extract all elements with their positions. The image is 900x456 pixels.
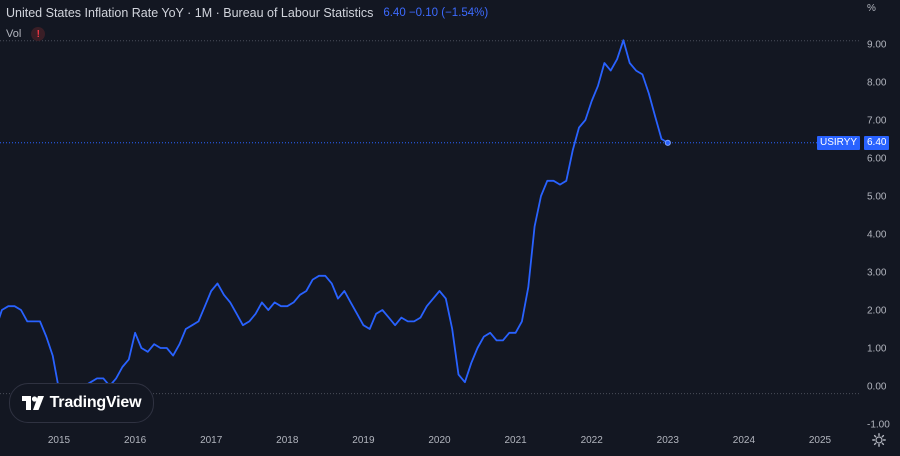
- legend-change-pct: (−1.54%): [441, 7, 489, 19]
- legend-title: United States Inflation Rate YoY · 1M · …: [6, 6, 374, 20]
- logo-text: TradingView: [49, 394, 142, 411]
- chart-legend: United States Inflation Rate YoY · 1M · …: [6, 4, 488, 43]
- time-tick-label: 2015: [48, 435, 71, 446]
- price-tick-label: 5.00: [867, 192, 887, 203]
- legend-vol-row[interactable]: Vol !: [6, 25, 488, 43]
- time-tick-label: 2019: [352, 435, 375, 446]
- time-tick-label: 2018: [276, 435, 299, 446]
- price-tick-label: 6.00: [867, 154, 887, 165]
- time-tick-label: 2017: [200, 435, 223, 446]
- symbol-price-label: USIRYY: [817, 136, 861, 150]
- last-point-marker: [664, 139, 671, 146]
- time-tick-label: 2021: [504, 435, 527, 446]
- price-tick-label: 0.00: [867, 382, 887, 393]
- price-axis-unit: %: [867, 3, 876, 14]
- grid-layer: [0, 40, 860, 395]
- legend-last-value: 6.40 −0.10 (−1.54%): [383, 7, 488, 19]
- series-line-usiryy: [0, 39, 669, 395]
- vol-label: Vol: [6, 28, 22, 40]
- price-tick-label: 7.00: [867, 116, 887, 127]
- legend-main-row[interactable]: United States Inflation Rate YoY · 1M · …: [6, 4, 488, 22]
- current-price-label: 6.40: [864, 136, 890, 150]
- gear-icon[interactable]: [872, 433, 886, 447]
- time-tick-label: 2024: [733, 435, 756, 446]
- price-tick-label: 9.00: [867, 40, 887, 51]
- time-tick-label: 2020: [428, 435, 451, 446]
- price-axis[interactable]: % 9.00 8.00 7.00 6.00 5.00 4.00 3.00 2.00 1.00 0.0…: [867, 3, 890, 431]
- legend-change: −0.10: [408, 7, 439, 19]
- price-tick-label: 8.00: [867, 78, 887, 89]
- price-tick-label: 4.00: [867, 230, 887, 241]
- alert-icon[interactable]: !: [31, 27, 46, 41]
- time-tick-label: 2023: [657, 435, 680, 446]
- line-layer: [0, 39, 671, 395]
- price-tick-label: -1.00: [867, 420, 890, 431]
- tradingview-logo[interactable]: TradingView: [9, 383, 154, 423]
- tradingview-logo-icon: [21, 396, 44, 410]
- legend-value: 6.40: [383, 7, 406, 19]
- time-tick-label: 2025: [809, 435, 832, 446]
- price-tick-label: 1.00: [867, 344, 887, 355]
- price-tick-label: 2.00: [867, 306, 887, 317]
- time-axis[interactable]: 2015 2016 2017 2018 2019 2020 2021 2022 2023 2024…: [48, 435, 832, 446]
- time-tick-label: 2022: [581, 435, 604, 446]
- price-tick-label: 3.00: [867, 268, 887, 279]
- time-tick-label: 2016: [124, 435, 147, 446]
